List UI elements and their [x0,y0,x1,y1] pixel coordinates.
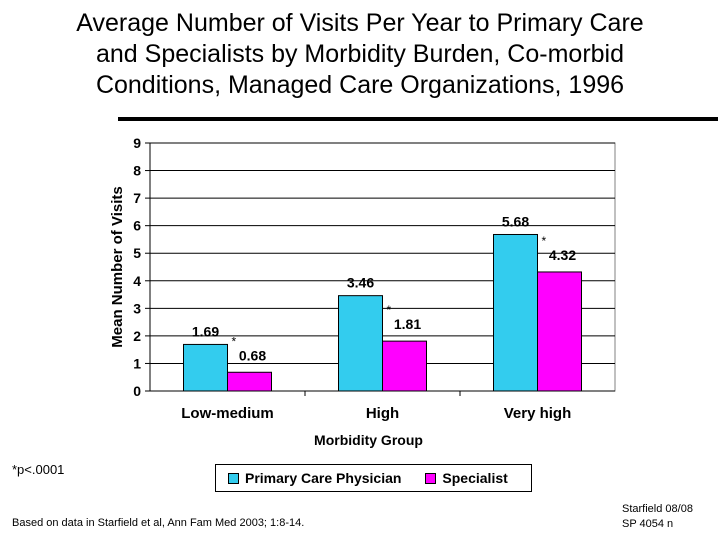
y-tick-label: 5 [133,245,141,261]
y-tick-label: 4 [133,273,141,289]
y-tick-label: 7 [133,190,141,206]
y-tick-label: 8 [133,163,141,179]
bar-specialist-2 [537,271,582,392]
title-line-3: Conditions, Managed Care Organizations, … [95,71,625,99]
legend-item-specialist: Specialist [425,470,508,486]
y-tick-label: 1 [133,355,141,371]
bar-specialist-0 [227,371,272,392]
legend: Primary Care Physician Specialist [215,464,532,492]
credit-line-2: SP 4054 n [622,518,674,530]
y-tick-label: 9 [133,135,141,151]
source-note: Based on data in Starfield et al, Ann Fa… [12,517,305,529]
y-axis-title: Mean Number of Visits [109,186,126,347]
significance-footnote: *p<.0001 [12,462,65,477]
y-tick-label: 6 [133,218,141,234]
y-tick-label: 2 [133,328,141,344]
data-label: 5.68 [502,213,529,229]
x-tick-label: Low-medium [181,405,274,422]
credit-line-1: Starfield 08/08 [622,503,693,515]
title-line-1: Average Number of Visits Per Year to Pri… [76,9,644,37]
bar-primary-2 [493,233,538,392]
bar-primary-0 [183,343,228,392]
title-line-2: and Specialists by Morbidity Burden, Co-… [95,40,624,68]
legend-swatch-specialist [425,472,437,484]
data-label: 4.32 [549,247,576,263]
x-tick-label: High [366,405,399,422]
significance-marker: * [542,234,547,248]
legend-label-specialist: Specialist [442,470,508,486]
data-label: 1.69 [192,323,219,339]
bar-primary-1 [338,295,383,392]
credit-note: Starfield 08/08 SP 4054 n [622,502,693,532]
title-divider [118,117,718,121]
legend-label-primary: Primary Care Physician [245,470,402,486]
significance-marker: * [387,303,392,317]
legend-item-primary: Primary Care Physician [228,470,401,486]
y-tick-label: 3 [133,300,141,316]
chart-title: Average Number of Visits Per Year to Pri… [20,8,700,101]
x-axis-title: Morbidity Group [314,432,423,448]
bar-specialist-1 [382,340,427,392]
legend-swatch-primary [228,472,239,484]
significance-marker: * [232,334,237,348]
x-tick-label: Very high [504,405,572,422]
data-label: 0.68 [239,347,266,363]
data-label: 1.81 [394,316,421,332]
y-tick-label: 0 [133,383,141,399]
data-label: 3.46 [347,275,374,291]
